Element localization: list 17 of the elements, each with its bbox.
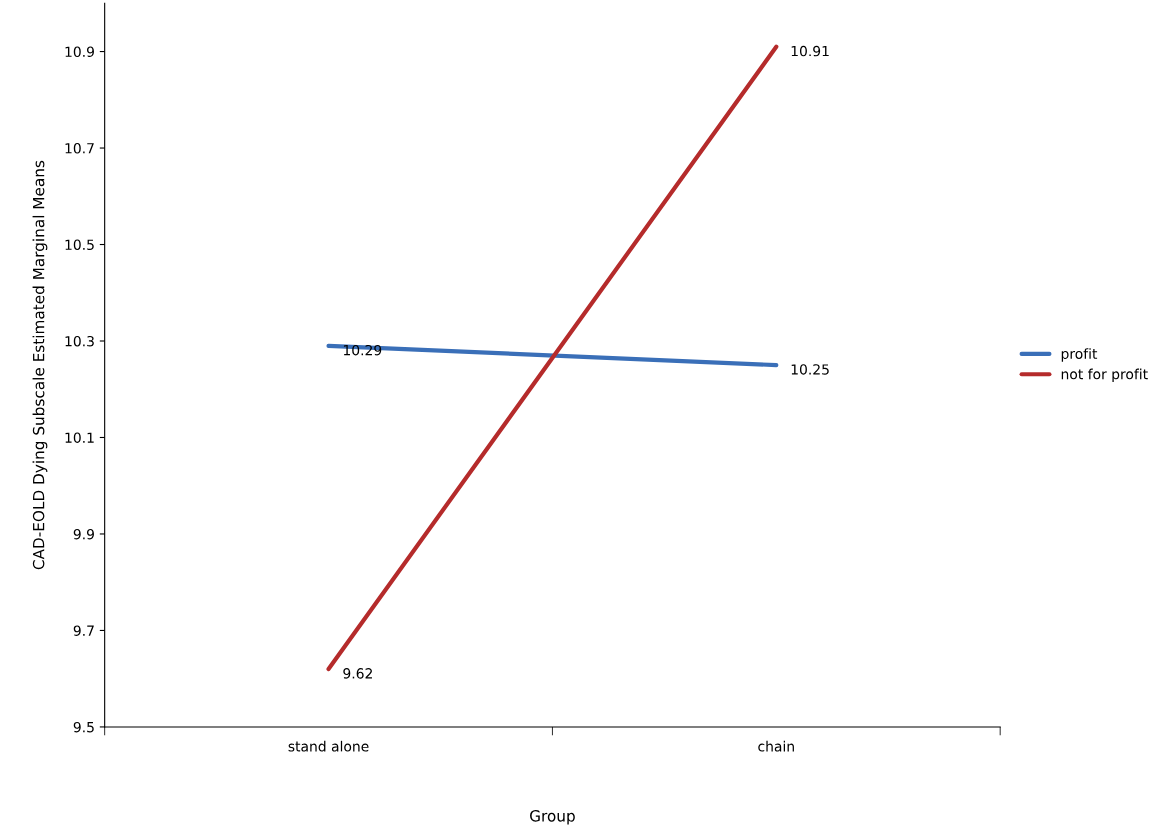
y-axis-title: CAD-EOLD Dying Subscale Estimated Marginal Means: [32, 160, 48, 570]
data-label: 10.91: [791, 45, 829, 57]
y-tick-label: 10.9: [65, 46, 94, 58]
y-tick-label: 10.1: [65, 432, 94, 443]
y-tick-label: 9.7: [73, 625, 94, 636]
x-axis-title: Group: [530, 810, 575, 825]
x-tick-label: stand alone: [288, 740, 369, 752]
y-tick-label: 10.3: [65, 335, 94, 347]
data-label: 9.62: [343, 668, 372, 679]
y-tick-label: 9.5: [73, 721, 94, 733]
y-tick-label: 10.7: [65, 143, 94, 154]
y-tick-label: 10.5: [65, 239, 94, 250]
data-label: 10.25: [791, 364, 829, 375]
legend-label: profit: [1061, 348, 1098, 362]
x-tick-label: chain: [758, 740, 794, 752]
y-tick-label: 9.9: [73, 528, 94, 540]
legend-label: not for profit: [1061, 368, 1148, 383]
